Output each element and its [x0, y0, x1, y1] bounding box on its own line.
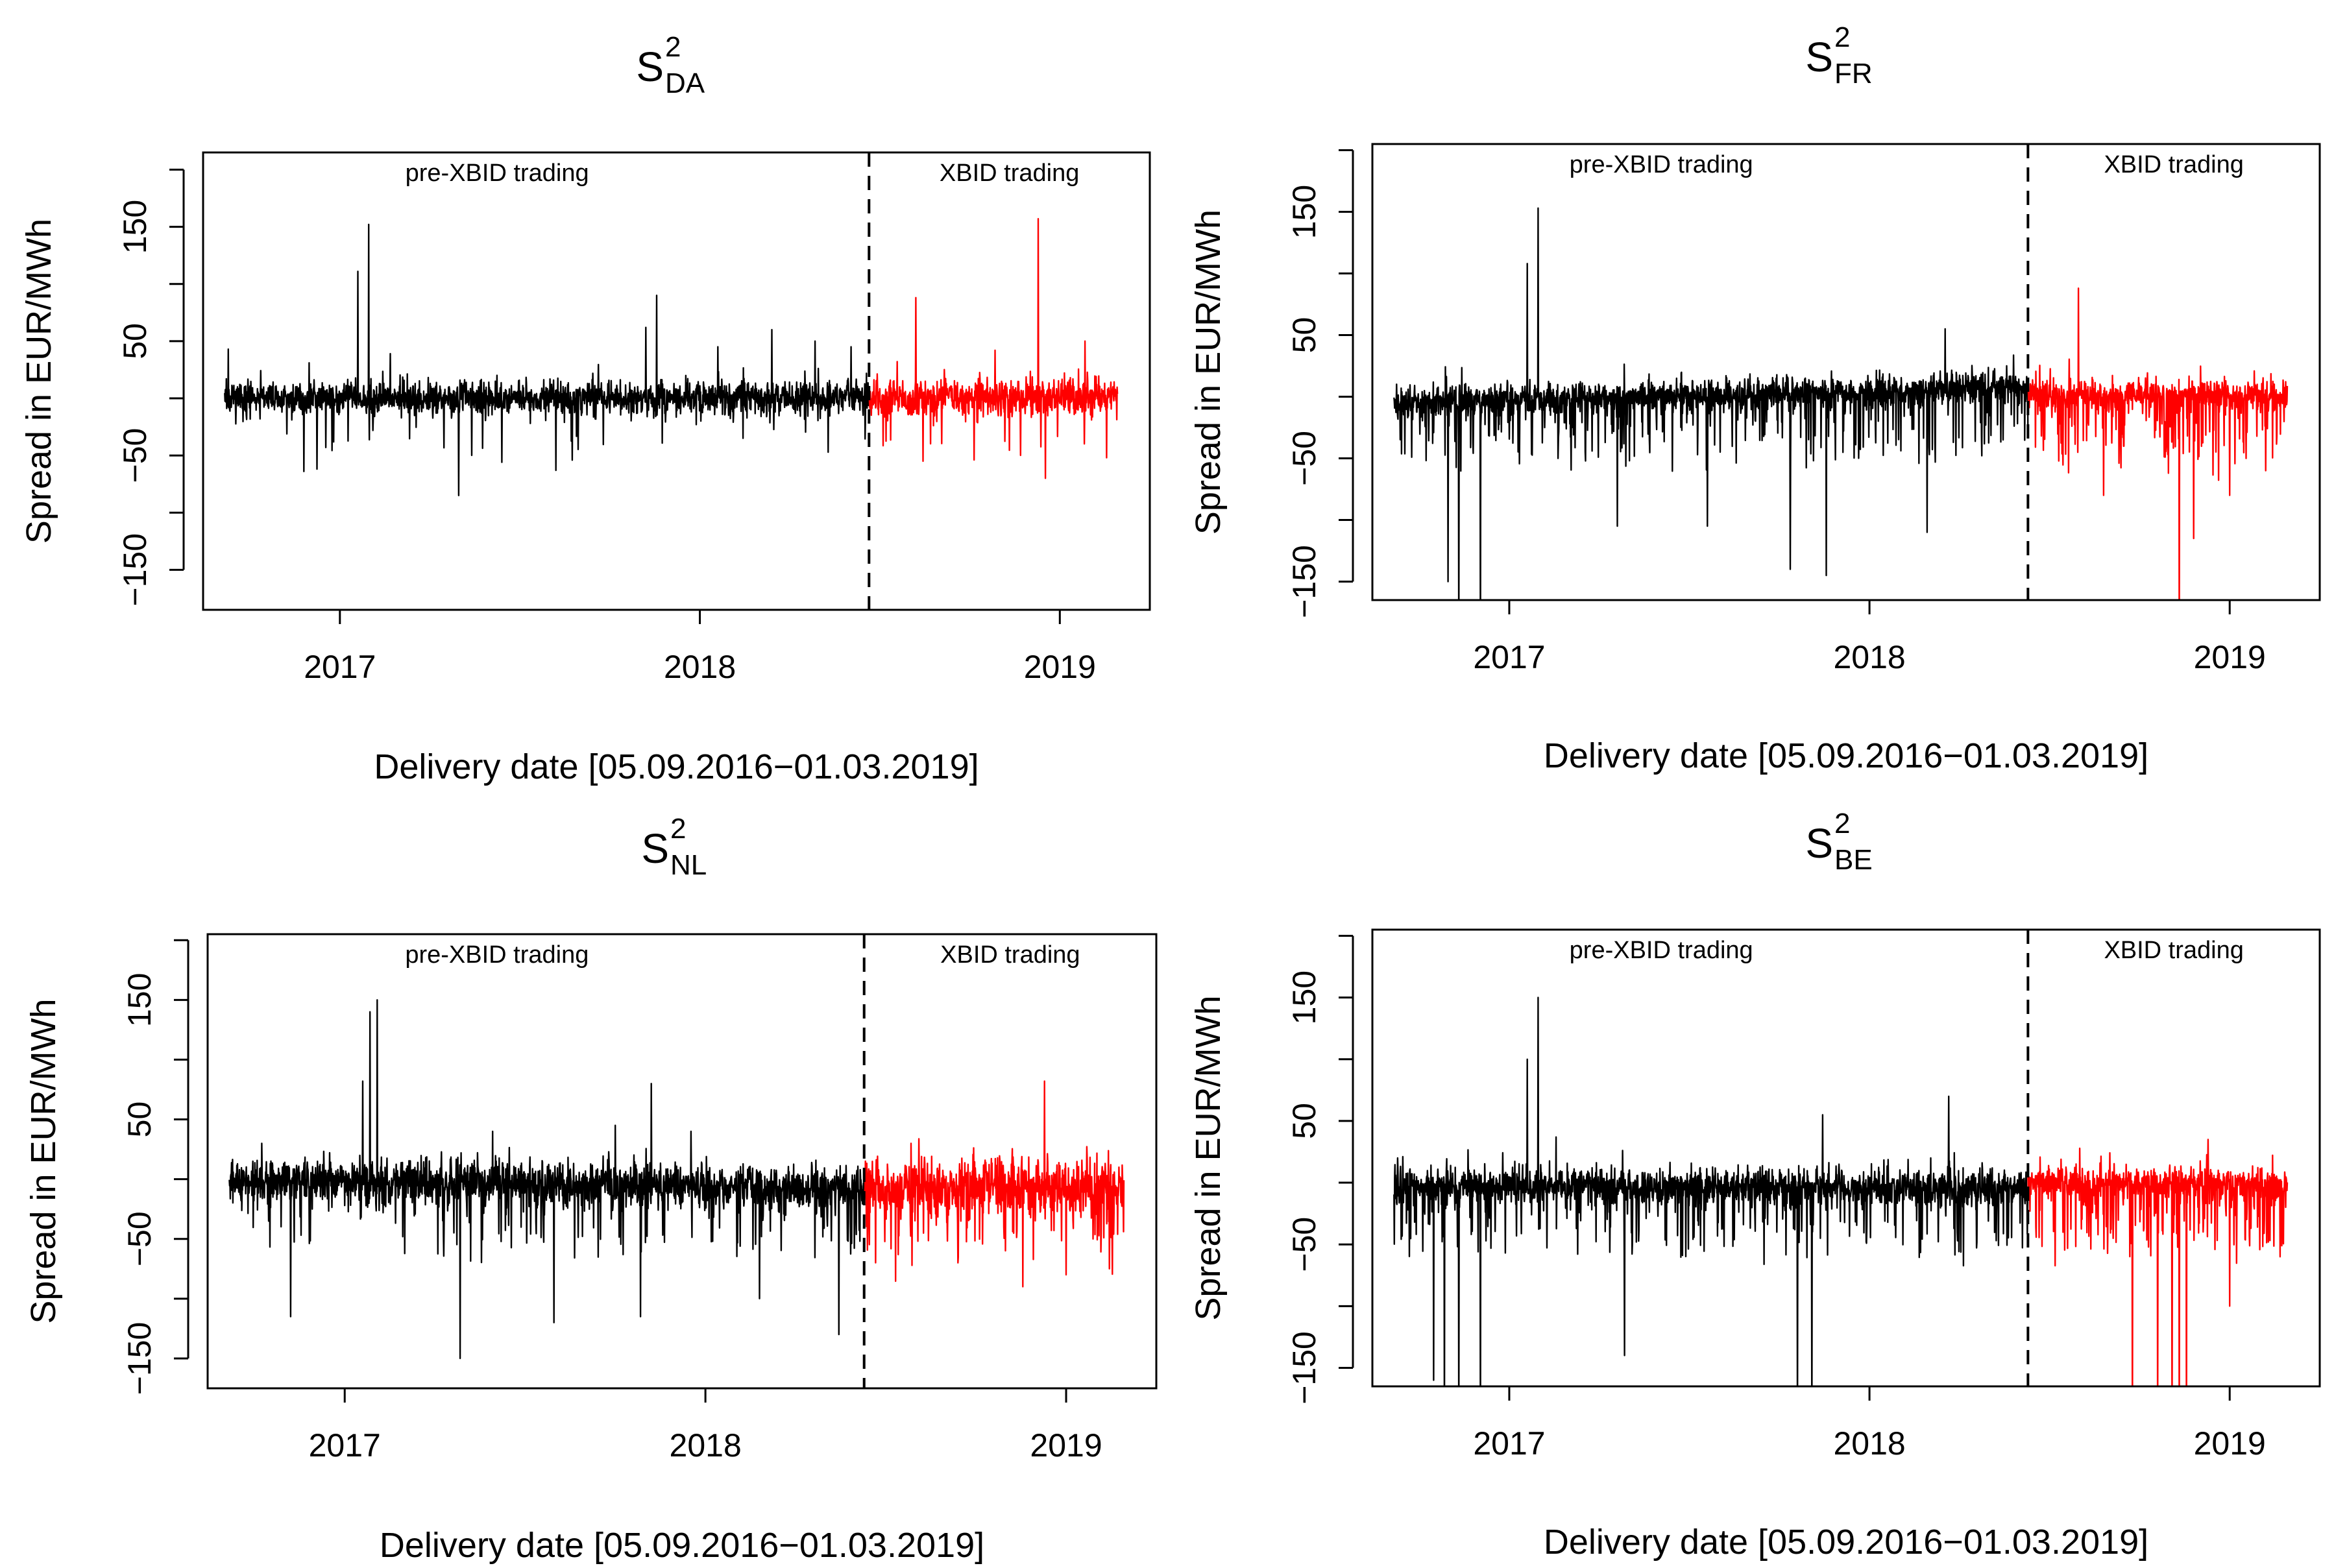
- x-tick-label: 2019: [1024, 649, 1096, 685]
- series-pre-xbid: [1393, 996, 2029, 1386]
- y-tick-label: −150: [121, 1322, 158, 1395]
- x-tick-label: 2019: [1030, 1427, 1102, 1464]
- y-axis-label: Spread in EUR/MWh: [1189, 210, 1228, 535]
- annotation-pre-xbid: pre-XBID trading: [406, 160, 589, 187]
- x-tick-label: 2018: [664, 649, 736, 685]
- x-axis-label: Delivery date [05.09.2016−01.03.2019]: [1544, 1523, 2148, 1562]
- y-tick-label: 50: [1286, 1103, 1322, 1139]
- chart-panel-4: pre-XBID trading XBID trading 2017 2018 2019…: [1189, 808, 2321, 1562]
- y-axis-label: Spread in EUR/MWh: [1189, 995, 1228, 1320]
- y-tick-label: 150: [121, 973, 158, 1027]
- y-tick-label: 50: [121, 1102, 158, 1138]
- series-pre-xbid: [224, 223, 870, 496]
- y-tick-label: −50: [117, 428, 153, 483]
- chart-panel-1: pre-XBID trading XBID trading 2017 2018 2019…: [19, 31, 1151, 786]
- title-superscript: 2: [670, 813, 686, 845]
- plot-frame: [1371, 928, 2321, 1388]
- title-subscript: NL: [670, 849, 707, 881]
- x-axis-label: Delivery date [05.09.2016−01.03.2019]: [1544, 736, 2148, 775]
- y-tick-label: 150: [117, 200, 153, 254]
- x-tick-label: 2019: [2194, 639, 2266, 675]
- y-tick-label: −150: [117, 533, 153, 607]
- chart-title: S 2 DA: [636, 31, 705, 99]
- x-tick-label: 2017: [309, 1427, 381, 1464]
- chart-title: S 2 BE: [1805, 808, 1872, 876]
- y-axis-label: Spread in EUR/MWh: [24, 998, 63, 1323]
- x-axis-label: Delivery date [05.09.2016−01.03.2019]: [374, 747, 979, 786]
- annotation-xbid: XBID trading: [940, 160, 1079, 187]
- annotation-pre-xbid: pre-XBID trading: [405, 941, 589, 969]
- series-xbid: [868, 218, 1119, 479]
- title-base: S: [641, 825, 669, 872]
- annotation-pre-xbid: pre-XBID trading: [1570, 151, 1753, 178]
- plot-frame: [206, 933, 1158, 1390]
- x-tick-label: 2017: [1473, 1425, 1545, 1462]
- annotation-pre-xbid: pre-XBID trading: [1570, 937, 1753, 964]
- title-subscript: FR: [1834, 58, 1873, 90]
- title-superscript: 2: [1834, 21, 1850, 53]
- title-subscript: BE: [1834, 844, 1873, 876]
- x-tick-label: 2018: [1833, 1425, 1905, 1462]
- annotation-xbid: XBID trading: [2104, 151, 2243, 178]
- title-base: S: [636, 43, 664, 90]
- chart-title: S 2 NL: [641, 813, 707, 881]
- x-tick-label: 2017: [304, 649, 376, 685]
- series-xbid: [2027, 1139, 2289, 1386]
- plot-frame: [202, 151, 1151, 611]
- x-tick-label: 2019: [2194, 1425, 2266, 1462]
- x-axis-label: Delivery date [05.09.2016−01.03.2019]: [380, 1526, 984, 1565]
- y-tick-label: −50: [121, 1211, 158, 1266]
- y-tick-label: −50: [1286, 1217, 1322, 1272]
- title-base: S: [1805, 34, 1833, 80]
- y-tick-label: 150: [1286, 971, 1322, 1024]
- series-pre-xbid: [1393, 207, 2029, 600]
- x-tick-label: 2017: [1473, 639, 1545, 675]
- title-base: S: [1805, 820, 1833, 867]
- chart-title: S 2 FR: [1805, 21, 1872, 90]
- y-tick-label: 50: [1286, 317, 1322, 354]
- series-pre-xbid: [228, 999, 865, 1360]
- y-tick-label: −150: [1286, 545, 1322, 618]
- y-tick-label: −150: [1286, 1331, 1322, 1405]
- y-axis-label: Spread in EUR/MWh: [19, 219, 58, 544]
- plot-frame: [1371, 143, 2321, 601]
- y-tick-label: −50: [1286, 431, 1322, 486]
- series-xbid: [2027, 287, 2289, 600]
- title-superscript: 2: [665, 31, 681, 63]
- y-tick-label: 150: [1286, 185, 1322, 239]
- x-tick-label: 2018: [670, 1427, 742, 1464]
- y-tick-label: 50: [117, 323, 153, 359]
- annotation-xbid: XBID trading: [940, 941, 1080, 969]
- chart-panel-3: pre-XBID trading XBID trading 2017 2018 2019…: [24, 813, 1158, 1565]
- title-superscript: 2: [1834, 808, 1850, 839]
- annotation-xbid: XBID trading: [2104, 937, 2243, 964]
- x-tick-label: 2018: [1833, 639, 1905, 675]
- series-xbid: [863, 1080, 1125, 1288]
- chart-panel-2: pre-XBID trading XBID trading 2017 2018 2019…: [1189, 21, 2321, 775]
- title-subscript: DA: [665, 67, 705, 99]
